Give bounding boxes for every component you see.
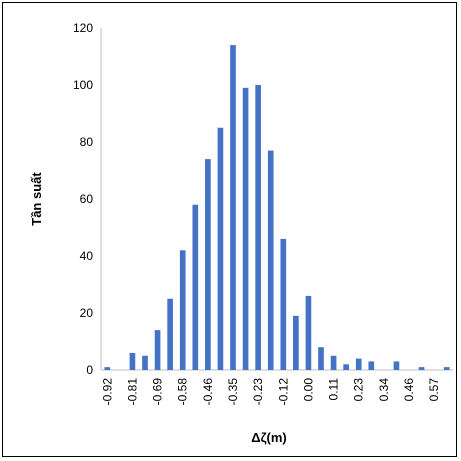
bar bbox=[242, 87, 249, 370]
y-tick-label: 100 bbox=[73, 78, 93, 92]
bar bbox=[167, 298, 173, 370]
bar bbox=[443, 367, 450, 370]
x-tick-label: -0.35 bbox=[226, 378, 240, 406]
bar bbox=[368, 361, 375, 370]
bar bbox=[129, 352, 136, 370]
bar bbox=[293, 315, 299, 370]
y-tick-label: 80 bbox=[80, 135, 94, 149]
bars bbox=[104, 45, 450, 370]
y-tick-label: 0 bbox=[86, 363, 93, 377]
x-tick-label: -0.81 bbox=[125, 378, 139, 406]
x-tick-label: 0.46 bbox=[402, 378, 416, 402]
bar bbox=[280, 238, 287, 370]
bar bbox=[330, 355, 337, 370]
bar bbox=[205, 159, 211, 370]
bar bbox=[318, 347, 324, 370]
y-tick-label: 40 bbox=[80, 249, 94, 263]
y-tick-label: 60 bbox=[80, 192, 94, 206]
bar bbox=[355, 358, 362, 370]
x-axis-ticks: -0.92 -0.81 -0.69 -0.58 -0.46 -0.35 -0.23 -0.12… bbox=[100, 378, 441, 406]
x-tick-label: 0.00 bbox=[301, 378, 315, 402]
x-tick-label: -0.12 bbox=[276, 378, 290, 406]
bar bbox=[267, 150, 274, 370]
x-axis-title: Δζ(m) bbox=[251, 430, 287, 445]
chart-frame bbox=[2, 2, 457, 457]
bar bbox=[255, 85, 261, 370]
bar bbox=[142, 355, 148, 370]
bar bbox=[305, 295, 312, 370]
y-axis-ticks: 0 20 40 60 80 100 120 bbox=[73, 21, 93, 377]
bar bbox=[179, 250, 186, 370]
bar bbox=[104, 367, 111, 370]
bar bbox=[154, 330, 161, 370]
x-tick-label: 0.57 bbox=[427, 378, 441, 402]
bar bbox=[393, 361, 400, 370]
x-tick-label: -0.92 bbox=[100, 378, 114, 406]
y-tick-label: 20 bbox=[80, 306, 94, 320]
y-axis-title: Tần suất bbox=[29, 172, 44, 226]
bar bbox=[217, 127, 224, 370]
x-tick-label: -0.23 bbox=[251, 378, 265, 406]
x-tick-label: -0.46 bbox=[201, 378, 215, 406]
x-tick-label: 0.23 bbox=[352, 378, 366, 402]
y-tick-label: 120 bbox=[73, 21, 93, 35]
x-tick-label: -0.58 bbox=[176, 378, 190, 406]
x-tick-label: 0.11 bbox=[327, 378, 341, 401]
bar bbox=[192, 204, 199, 370]
bar bbox=[230, 45, 236, 370]
bar bbox=[418, 367, 425, 370]
x-tick-label: -0.69 bbox=[151, 378, 165, 406]
bar bbox=[343, 364, 349, 370]
x-tick-label: 0.34 bbox=[377, 378, 391, 402]
